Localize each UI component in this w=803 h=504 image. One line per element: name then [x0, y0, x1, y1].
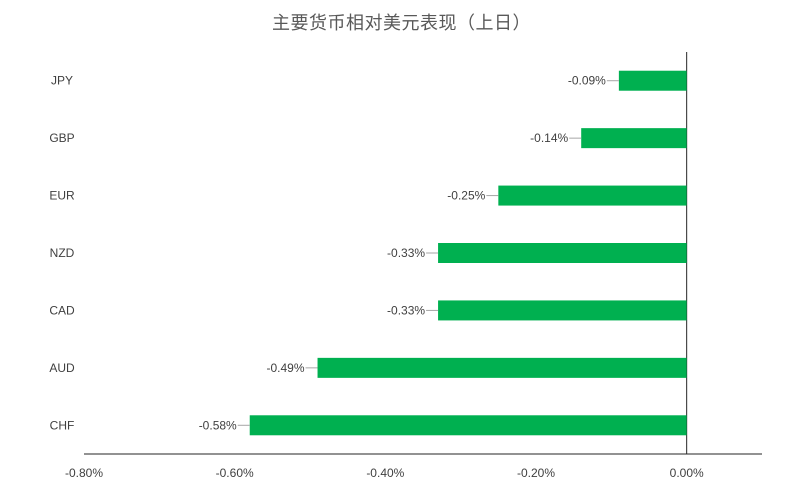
category-label-eur: EUR	[49, 189, 75, 203]
data-label-aud: -0.49%	[267, 361, 305, 375]
bar-jpy	[618, 70, 687, 91]
x-tick-label: -0.60%	[216, 466, 254, 480]
category-label-chf: CHF	[50, 418, 75, 432]
bar-cad	[438, 300, 687, 321]
data-label-eur: -0.25%	[447, 189, 485, 203]
x-tick-label: 0.00%	[670, 466, 704, 480]
bar-chf	[249, 415, 687, 436]
category-label-cad: CAD	[49, 303, 75, 317]
data-label-chf: -0.58%	[199, 418, 237, 432]
category-label-aud: AUD	[49, 361, 75, 375]
bar-eur	[498, 185, 687, 206]
x-tick-label: -0.20%	[517, 466, 555, 480]
category-label-nzd: NZD	[50, 246, 75, 260]
x-tick-label: -0.40%	[366, 466, 404, 480]
chart-title: 主要货币相对美元表现（上日）	[272, 13, 531, 34]
category-label-gbp: GBP	[49, 131, 74, 145]
data-label-jpy: -0.09%	[568, 74, 606, 88]
data-label-gbp: -0.14%	[530, 131, 568, 145]
bar-nzd	[438, 243, 687, 263]
data-label-nzd: -0.33%	[387, 246, 425, 260]
data-label-cad: -0.33%	[387, 303, 425, 317]
category-label-jpy: JPY	[51, 74, 73, 88]
bar-gbp	[581, 128, 687, 149]
x-tick-label: -0.80%	[65, 466, 103, 480]
bar-aud	[317, 357, 687, 378]
